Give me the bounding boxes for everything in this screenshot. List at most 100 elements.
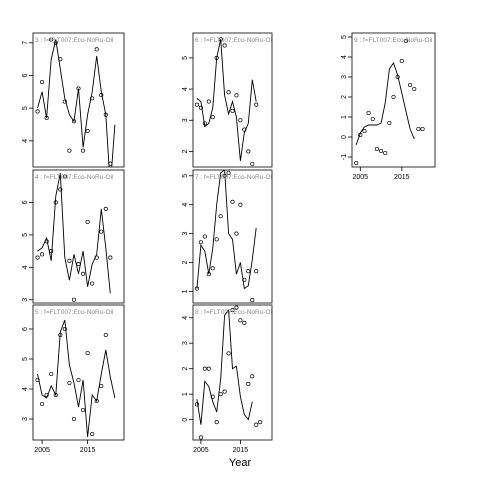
data-point: [90, 96, 95, 101]
data-point: [49, 37, 54, 42]
data-point: [416, 126, 421, 132]
y-tick-label: 4: [341, 55, 348, 59]
data-point: [76, 377, 81, 383]
data-point: [246, 381, 251, 387]
panel-frame: [351, 32, 436, 168]
data-point: [44, 115, 49, 121]
panel-frame: [32, 169, 125, 304]
data-point: [94, 398, 99, 404]
data-point: [222, 389, 227, 394]
x-tick-label: 2005: [193, 447, 209, 454]
data-point: [85, 219, 90, 224]
data-point: [238, 318, 243, 323]
data-point: [99, 93, 104, 98]
data-point: [202, 366, 207, 371]
data-point: [99, 229, 104, 234]
data-point: [49, 249, 54, 254]
plot-area: 9 : f=FLT007:Eco-NoRu-Oil: [354, 37, 433, 166]
data-point: [67, 258, 72, 263]
data-point: [194, 102, 200, 107]
plot-area: 5 : f=FLT007:Eco-NoRu-Oil: [35, 309, 116, 438]
panel-frame: [32, 304, 125, 441]
data-point: [62, 174, 67, 179]
panel-frame: [192, 32, 273, 168]
x-tick-label: 2005: [34, 447, 50, 454]
data-point: [214, 55, 219, 60]
data-point: [35, 109, 40, 114]
series-line: [355, 62, 415, 146]
data-point: [40, 79, 45, 85]
x-tick-label: 2015: [394, 174, 410, 181]
data-point: [71, 119, 77, 124]
data-point: [254, 102, 259, 107]
data-point: [198, 240, 203, 245]
panel-title: 4 : f=FLT007:Eco-NoRu-Oil: [35, 174, 114, 181]
data-point: [90, 431, 95, 437]
y-tick-label: 5: [341, 35, 348, 39]
data-point: [58, 57, 63, 62]
y-tick-label: 3: [182, 232, 189, 236]
data-point: [85, 128, 90, 134]
panel-7: 1 2 3 4 5 7 : f=FLT007:Eco-NoRu-Oil: [182, 169, 274, 304]
data-point: [90, 281, 95, 286]
series-line: [37, 173, 111, 294]
data-point: [214, 237, 219, 242]
y-tick-label: 3: [182, 118, 189, 122]
data-point: [403, 38, 409, 44]
data-point: [81, 271, 86, 276]
data-point: [238, 118, 243, 123]
data-point: [94, 47, 99, 52]
data-point: [85, 350, 90, 356]
y-tick-label: 4: [182, 316, 189, 320]
y-tick-label: 4: [182, 87, 189, 91]
data-point: [53, 200, 58, 205]
panel-title: 9 : f=FLT007:Eco-NoRu-Oil: [354, 37, 433, 44]
panel-frame: [32, 32, 125, 168]
data-point: [67, 380, 72, 386]
x-axis-label: Year: [228, 457, 252, 469]
data-point: [242, 320, 247, 325]
plot-area: 8 : f=FLT007:Eco-NoRu-Oil: [194, 305, 272, 440]
data-point: [40, 252, 45, 257]
data-point: [67, 148, 72, 153]
data-point: [40, 401, 45, 407]
data-point: [210, 266, 215, 271]
data-point: [222, 173, 227, 178]
series-line: [37, 39, 116, 167]
data-point: [44, 392, 49, 398]
x-tick-label: 2015: [233, 447, 249, 454]
series-line: [196, 308, 253, 425]
panel-title: 5 : f=FLT007:Eco-NoRu-Oil: [35, 309, 114, 316]
data-point: [230, 199, 235, 204]
data-point: [230, 108, 235, 113]
data-point: [35, 377, 40, 383]
data-point: [234, 305, 239, 310]
data-point: [49, 371, 54, 377]
data-point: [206, 366, 211, 371]
data-point: [408, 82, 413, 88]
y-tick-label: 1: [182, 289, 189, 293]
y-tick-label: 0: [341, 135, 348, 139]
data-point: [374, 146, 379, 152]
series-line: [37, 319, 116, 438]
y-tick-label: 4: [22, 265, 29, 269]
data-point: [53, 392, 58, 398]
panel-4: 3 4 5 6 4 : f=FLT007:Eco-NoRu-Oil: [22, 169, 125, 304]
panel-title: 3 : f=FLT007:Eco-NoRu-Oil: [35, 37, 114, 44]
data-point: [99, 383, 104, 389]
data-point: [218, 392, 223, 397]
y-tick-label: 5: [22, 106, 29, 110]
data-point: [202, 121, 207, 126]
data-point: [370, 116, 375, 122]
series-line: [196, 39, 257, 161]
y-tick-label: 1: [341, 115, 348, 119]
y-tick-label: 7: [22, 41, 29, 45]
data-point: [242, 127, 247, 132]
data-point: [62, 326, 67, 332]
plot-area: 7 : f=FLT007:Eco-NoRu-Oil: [194, 170, 274, 303]
y-tick-label: 5: [182, 174, 189, 178]
y-tick-label: 4: [22, 139, 29, 143]
panel-title: 7 : f=FLT007:Eco-NoRu-Oil: [195, 174, 274, 181]
data-point: [81, 407, 86, 413]
data-point: [387, 120, 392, 126]
